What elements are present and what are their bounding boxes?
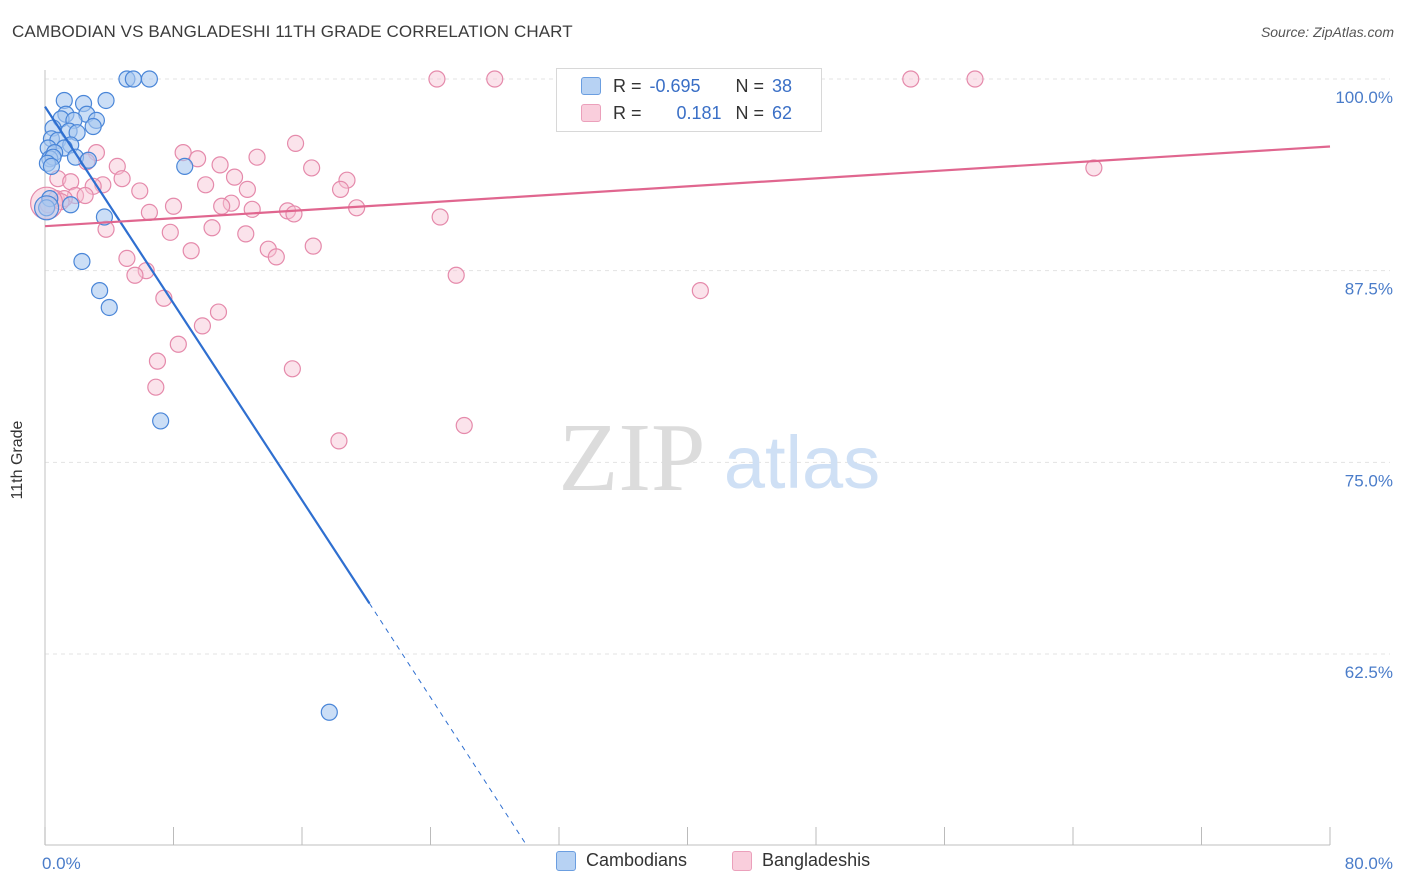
bangladeshis-point: [209, 303, 228, 321]
bangladeshis-point: [147, 378, 165, 396]
stats-legend: R = -0.695 N = 38 R = 0.181 N = 62: [556, 68, 822, 132]
cambodians-points: [34, 70, 338, 721]
bangladeshis-point: [148, 352, 167, 370]
bangladeshis-point: [225, 168, 244, 186]
bangladeshis-point: [338, 171, 356, 189]
cambodians-point: [97, 91, 115, 110]
bangladeshis-swatch-icon: [732, 850, 752, 871]
gridlines: [45, 78, 1390, 655]
bangladeshis-point: [248, 148, 266, 166]
bangladeshis-point: [303, 159, 321, 177]
bangladeshis-point: [222, 194, 240, 212]
cambodians-trendline-extension: [369, 603, 528, 846]
bangladeshis-point: [330, 432, 348, 450]
legend-row-cambodians: R = -0.695 N = 38: [581, 74, 792, 98]
watermark-atlas: atlas: [724, 421, 880, 504]
bangladeshis-point: [169, 335, 187, 353]
cambodians-swatch-icon: [581, 77, 601, 95]
bangladeshis-point: [126, 266, 144, 284]
cambodians-point: [91, 282, 109, 300]
bangladeshis-point: [188, 150, 207, 168]
bangladeshis-point: [428, 70, 446, 88]
cambodians-point: [62, 196, 80, 214]
legend-label-cambodians: Cambodians: [586, 850, 688, 870]
cambodians-point: [84, 117, 102, 136]
bangladeshis-point: [691, 282, 709, 300]
bangladeshis-point: [76, 186, 94, 205]
chart-title: CAMBODIAN VS BANGLADESHI 11TH GRADE CORR…: [12, 22, 573, 41]
bangladeshis-point: [197, 176, 215, 194]
bangladeshis-point: [238, 180, 256, 198]
y-tick-label: 100.0%: [1335, 88, 1393, 107]
x-tick-label: 0.0%: [42, 854, 81, 873]
bangladeshis-point: [455, 416, 473, 435]
cambodians-point: [124, 70, 142, 88]
bangladeshis-point: [182, 242, 200, 260]
cambodians-point: [176, 157, 194, 175]
bangladeshis-swatch-icon: [581, 104, 601, 122]
bangladeshis-point: [203, 219, 221, 237]
bangladeshis-point: [164, 197, 183, 215]
legend-label-bangladeshis: Bangladeshis: [762, 850, 871, 870]
axes: [44, 70, 1331, 846]
x-tick-label: 80.0%: [1345, 854, 1393, 873]
legend-row-bangladeshis: R = 0.181 N = 62: [581, 101, 792, 125]
y-tick-label: 87.5%: [1345, 280, 1393, 299]
trendlines: [44, 105, 1331, 846]
bangladeshis-point: [161, 223, 179, 241]
bangladeshis-point: [213, 197, 231, 215]
watermark: ZIP atlas: [559, 404, 881, 512]
bangladeshis-point: [447, 266, 465, 284]
bangladeshis-point: [304, 237, 322, 255]
legend-n-value: 38: [772, 75, 793, 96]
legend-r-value: 0.181: [676, 102, 722, 123]
bangladeshis-point: [243, 200, 261, 218]
legend-item-bangladeshis[interactable]: Bangladeshis: [732, 850, 870, 871]
bangladeshis-points: [30, 70, 1103, 450]
bangladeshis-point: [113, 170, 131, 188]
bangladeshis-point: [285, 205, 303, 223]
y-tick-label: 62.5%: [1345, 663, 1393, 682]
bangladeshis-point: [211, 156, 229, 174]
bangladeshis-point: [902, 70, 920, 88]
legend-r-value: -0.695: [649, 75, 701, 96]
bangladeshis-point: [193, 317, 212, 335]
bangladeshis-point: [486, 70, 504, 88]
legend-item-cambodians[interactable]: Cambodians: [556, 850, 687, 871]
cambodians-point: [152, 412, 170, 430]
bangladeshis-point: [1085, 159, 1103, 177]
source-label: Source: ZipAtlas.com: [1260, 24, 1394, 40]
bangladeshis-point: [283, 360, 301, 378]
bangladeshis-point: [237, 225, 255, 243]
cambodians-swatch-icon: [556, 850, 576, 871]
tick-labels: 100.0% 87.5% 75.0% 62.5% 0.0% 80.0%: [42, 88, 1393, 873]
cambodians-trendline: [44, 105, 371, 605]
bangladeshis-point: [118, 249, 136, 267]
cambodians-point: [42, 157, 61, 175]
legend-r-label: R =: [613, 102, 642, 123]
bangladeshis-point: [131, 182, 149, 200]
cambodians-point: [100, 298, 118, 317]
bangladeshis-point: [267, 248, 285, 266]
bangladeshis-trendline: [44, 145, 1331, 228]
cambodians-point-cluster: [34, 195, 60, 221]
legend-r-label: R =: [613, 75, 642, 96]
y-tick-label: 75.0%: [1345, 471, 1393, 490]
watermark-zip: ZIP: [559, 404, 706, 512]
bangladeshis-point: [431, 208, 449, 226]
legend-n-label: N =: [735, 102, 765, 123]
legend-n-label: N =: [735, 75, 765, 96]
bangladeshis-point: [140, 203, 159, 221]
cambodians-point: [140, 70, 159, 88]
cambodians-point: [73, 252, 91, 271]
bangladeshis-point: [286, 134, 305, 152]
legend-n-value: 62: [772, 102, 793, 123]
bangladeshis-point: [331, 180, 350, 198]
cambodians-point: [320, 703, 338, 721]
bangladeshis-point: [966, 70, 984, 88]
cambodians-point: [95, 208, 114, 226]
